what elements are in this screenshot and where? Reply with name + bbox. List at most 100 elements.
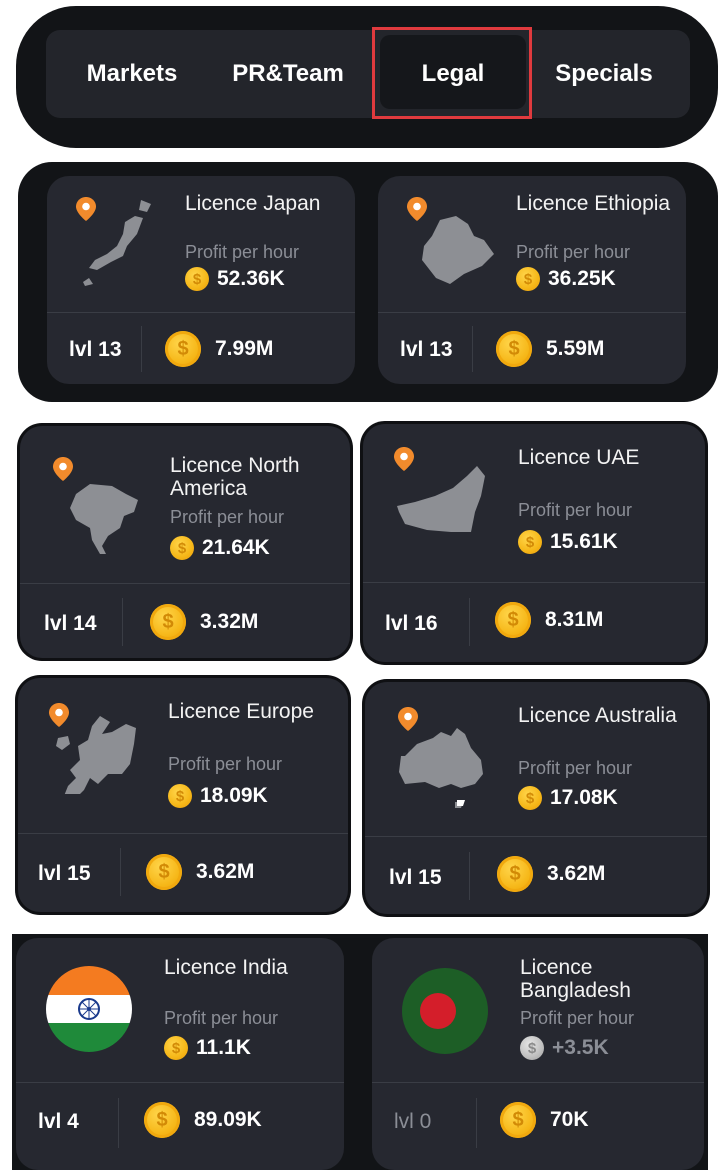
profit-label: Profit per hour bbox=[518, 758, 633, 778]
tab-specials[interactable]: Specials bbox=[555, 60, 653, 87]
card-divider bbox=[16, 1082, 344, 1083]
location-pin-icon bbox=[53, 457, 73, 481]
coin-icon: $ bbox=[170, 536, 194, 560]
category-tabs-bar bbox=[46, 30, 690, 118]
licence-card-ethiopia[interactable]: Licence Ethiopia Profit per hour $ 36.25… bbox=[378, 176, 686, 384]
location-pin-icon bbox=[49, 703, 69, 727]
card-divider bbox=[372, 1082, 704, 1083]
level-label: lvl 15 bbox=[38, 862, 91, 885]
licence-card-japan[interactable]: Licence Japan Profit per hour $ 52.36K l… bbox=[47, 176, 355, 384]
location-pin-icon bbox=[76, 197, 96, 221]
level-label: lvl 15 bbox=[389, 866, 442, 889]
profit-label: Profit per hour bbox=[170, 507, 285, 527]
card-divider bbox=[378, 312, 686, 313]
profit-value: 52.36K bbox=[217, 267, 285, 290]
coin-icon: $ bbox=[518, 530, 542, 554]
profit-value-row: $ 15.61K bbox=[518, 530, 618, 554]
upgrade-cost: 3.62M bbox=[196, 860, 255, 883]
profit-value-row: $ 18.09K bbox=[168, 784, 268, 808]
upgrade-cost-row[interactable]: $ 70K bbox=[500, 1102, 589, 1138]
level-label: lvl 13 bbox=[400, 338, 453, 361]
bangladesh-flag-icon bbox=[402, 968, 488, 1054]
tab-selection-highlight bbox=[372, 27, 532, 119]
upgrade-cost-row[interactable]: $ 3.32M bbox=[150, 604, 258, 640]
coin-icon: $ bbox=[500, 1102, 536, 1138]
location-pin-icon bbox=[407, 197, 427, 221]
upgrade-cost-row[interactable]: $ 5.59M bbox=[496, 331, 604, 367]
card-divider bbox=[20, 583, 350, 584]
upgrade-cost: 3.62M bbox=[547, 862, 606, 885]
profit-value-row: $ 36.25K bbox=[516, 267, 616, 291]
card-divider bbox=[18, 833, 348, 834]
licence-card-north-america[interactable]: Licence North America Profit per hour $ … bbox=[20, 426, 350, 658]
australia-map-icon bbox=[399, 728, 483, 808]
tab-markets[interactable]: Markets bbox=[86, 60, 178, 87]
card-divider bbox=[365, 836, 707, 837]
licence-card-bangladesh[interactable]: Licence Bangladesh Profit per hour $ +3.… bbox=[372, 938, 704, 1170]
card-divider-vertical bbox=[120, 848, 121, 896]
location-pin-icon bbox=[394, 447, 414, 471]
card-divider-vertical bbox=[118, 1098, 119, 1148]
card-title: Licence Australia bbox=[518, 704, 677, 727]
profit-value-row: $ 11.1K bbox=[164, 1036, 251, 1060]
card-title: Licence Japan bbox=[185, 192, 321, 215]
coin-icon: $ bbox=[185, 267, 209, 291]
licence-card-australia[interactable]: Licence Australia Profit per hour $ 17.0… bbox=[365, 682, 707, 914]
profit-value-row: $ 52.36K bbox=[185, 267, 285, 291]
upgrade-cost: 8.31M bbox=[545, 608, 604, 631]
profit-value: 17.08K bbox=[550, 786, 618, 809]
uae-map-icon bbox=[397, 466, 485, 532]
profit-label: Profit per hour bbox=[520, 1008, 635, 1028]
tab-pr-team[interactable]: PR&Team bbox=[232, 60, 344, 87]
card-divider-vertical bbox=[122, 598, 123, 646]
upgrade-cost-row[interactable]: $ 89.09K bbox=[144, 1102, 262, 1138]
level-label: lvl 4 bbox=[38, 1110, 79, 1133]
coin-icon: $ bbox=[495, 602, 531, 638]
india-flag-icon bbox=[46, 966, 132, 1052]
card-title: Licence India bbox=[164, 956, 288, 979]
ethiopia-map-icon bbox=[422, 216, 494, 284]
profit-value-row: $ 21.64K bbox=[170, 536, 270, 560]
card-divider bbox=[363, 582, 705, 583]
card-title: Licence North America bbox=[170, 454, 300, 500]
coin-icon: $ bbox=[164, 1036, 188, 1060]
card-divider-vertical bbox=[141, 326, 142, 372]
level-label: lvl 16 bbox=[385, 612, 438, 635]
level-label: lvl 0 bbox=[394, 1110, 432, 1133]
coin-icon: $ bbox=[516, 267, 540, 291]
upgrade-cost-row[interactable]: $ 3.62M bbox=[146, 854, 254, 890]
licence-card-india[interactable]: Licence India Profit per hour $ 11.1K lv… bbox=[16, 938, 344, 1170]
profit-value: 36.25K bbox=[548, 267, 616, 290]
coin-icon: $ bbox=[144, 1102, 180, 1138]
upgrade-cost-row[interactable]: $ 7.99M bbox=[165, 331, 273, 367]
europe-map-icon bbox=[56, 716, 136, 794]
upgrade-cost-row[interactable]: $ 8.31M bbox=[495, 602, 603, 638]
card-title: Licence Bangladesh bbox=[520, 956, 631, 1002]
profit-value-row: $ +3.5K bbox=[520, 1036, 609, 1060]
coin-icon: $ bbox=[496, 331, 532, 367]
coin-icon: $ bbox=[497, 856, 533, 892]
location-pin-icon bbox=[398, 707, 418, 731]
upgrade-cost: 3.32M bbox=[200, 610, 259, 633]
card-divider-vertical bbox=[476, 1098, 477, 1148]
profit-value: +3.5K bbox=[552, 1036, 609, 1059]
licence-card-europe[interactable]: Licence Europe Profit per hour $ 18.09K … bbox=[18, 678, 348, 912]
japan-map-icon bbox=[83, 200, 151, 286]
card-divider-vertical bbox=[469, 598, 470, 646]
profit-value-row: $ 17.08K bbox=[518, 786, 618, 810]
coin-icon: $ bbox=[518, 786, 542, 810]
upgrade-cost-row[interactable]: $ 3.62M bbox=[497, 856, 605, 892]
profit-value: 11.1K bbox=[196, 1036, 251, 1059]
profit-label: Profit per hour bbox=[168, 754, 283, 774]
upgrade-cost: 89.09K bbox=[194, 1108, 262, 1131]
active-tab-background bbox=[380, 35, 526, 109]
tab-legal[interactable]: Legal bbox=[421, 60, 485, 87]
licence-card-uae[interactable]: Licence UAE Profit per hour $ 15.61K lvl… bbox=[363, 424, 705, 662]
card-title: Licence Europe bbox=[168, 700, 314, 723]
coin-icon: $ bbox=[146, 854, 182, 890]
card-divider-vertical bbox=[472, 326, 473, 372]
card-title: Licence Ethiopia bbox=[516, 192, 671, 215]
north-america-map-icon bbox=[70, 484, 138, 554]
coin-icon: $ bbox=[168, 784, 192, 808]
upgrade-cost: 70K bbox=[550, 1108, 589, 1131]
